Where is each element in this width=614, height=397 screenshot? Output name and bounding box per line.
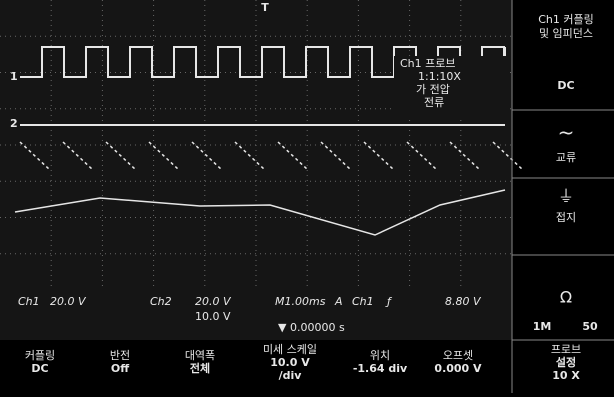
side-icon: Ω	[560, 288, 572, 307]
side-icon: ⏚	[558, 187, 574, 206]
status: 20.0 V	[50, 295, 87, 308]
side-option[interactable]: 50	[582, 320, 598, 333]
status: A	[334, 295, 343, 308]
scope-ui: T 1 2 Ch1 프로브 1:1:10X 가 전압 전류 Ch1 20.0 V…	[0, 0, 614, 393]
menu-label[interactable]: 전체	[190, 361, 210, 375]
menu-label[interactable]: /div	[279, 369, 303, 382]
popup-line: 1:1:10X	[418, 70, 461, 83]
menu-label[interactable]: 10.0 V	[270, 356, 310, 369]
side-icon: ~	[558, 121, 575, 145]
menu-label[interactable]: -1.64 div	[353, 362, 408, 375]
menu-label[interactable]: 위치	[370, 349, 390, 362]
status: ▼ 0.00000 s	[278, 321, 345, 334]
status: 20.0 V	[195, 295, 232, 308]
menu-label[interactable]: 커플링	[25, 349, 55, 362]
side-option[interactable]: 교류	[556, 151, 576, 164]
side-option[interactable]: DC	[557, 79, 574, 92]
status: 10.0 V	[195, 310, 231, 323]
side-option[interactable]: 접지	[556, 211, 576, 224]
menu-label[interactable]: 미세 스케일	[263, 342, 317, 356]
menu-label[interactable]: Off	[111, 362, 129, 375]
trigger-marker: T	[261, 1, 269, 14]
ch2-marker: 2	[10, 117, 18, 130]
side-title: 및 임피던스	[539, 27, 593, 40]
popup-line: 전류	[424, 96, 444, 109]
popup-line: 가 전압	[416, 83, 450, 96]
side-title: Ch1 커플링	[538, 13, 594, 26]
status: Ch2	[150, 295, 172, 308]
menu-label[interactable]: 반전	[110, 349, 130, 362]
popup-line: Ch1 프로브	[400, 57, 456, 70]
menu-label[interactable]: 프로브	[551, 343, 581, 356]
status: Ch1	[18, 295, 40, 308]
menu-label[interactable]: 대역폭	[185, 349, 215, 362]
status: 8.80 V	[445, 295, 482, 308]
status: M1.00ms	[275, 295, 326, 308]
menu-label[interactable]: 10 X	[552, 369, 580, 382]
menu-label[interactable]: 오프셋	[443, 349, 473, 362]
menu-label[interactable]: 0.000 V	[434, 362, 482, 375]
ch1-marker: 1	[10, 70, 18, 83]
menu-label[interactable]: DC	[31, 362, 48, 375]
side-option[interactable]: 1M	[533, 320, 552, 333]
menu-label[interactable]: 설정	[556, 355, 576, 369]
status: Ch1	[352, 295, 374, 308]
